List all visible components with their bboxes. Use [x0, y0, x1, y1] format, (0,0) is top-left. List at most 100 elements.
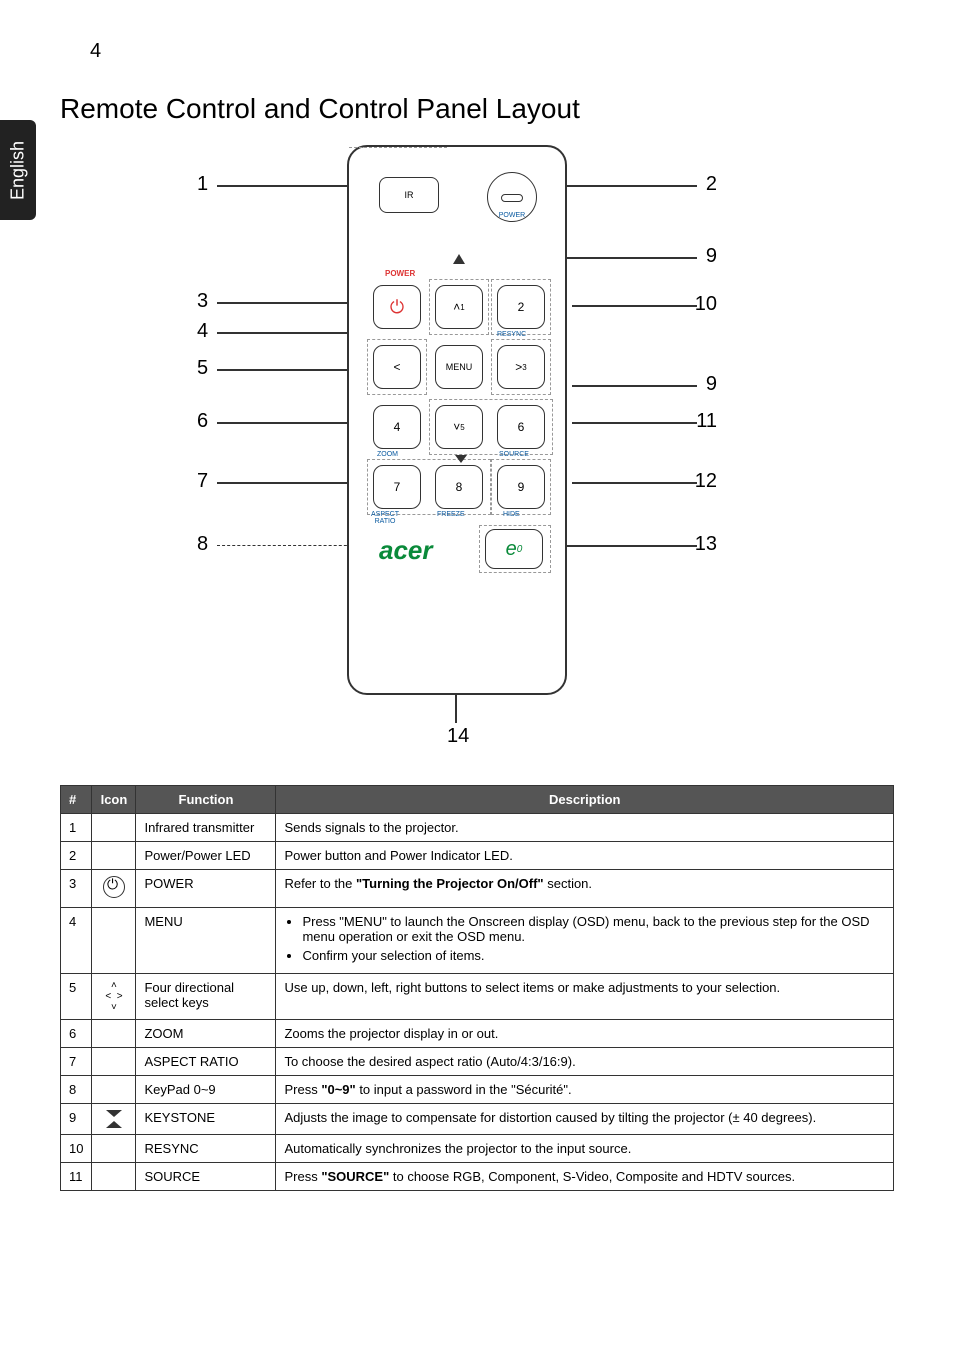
cell-num: 11	[61, 1163, 92, 1191]
keystone-icon	[100, 1110, 127, 1128]
table-row: 7 ASPECT RATIOTo choose the desired aspec…	[61, 1048, 894, 1076]
zoom-label: ZOOM	[377, 451, 398, 458]
cell-desc: Refer to the "Turning the Projector On/O…	[276, 870, 894, 908]
cell-fn: KeyPad 0~9	[136, 1076, 276, 1104]
table-row: 5˄˂ ˃˅Four directional select keysUse up…	[61, 974, 894, 1020]
table-row: 11 SOURCEPress "SOURCE" to choose RGB, Co…	[61, 1163, 894, 1191]
up-button[interactable]: ˄1	[435, 285, 483, 329]
table-row: 9 KEYSTONEAdjusts the image to compensate…	[61, 1104, 894, 1135]
callout-6: 6	[197, 410, 208, 433]
table-row: 6 ZOOMZooms the projector display in or o…	[61, 1020, 894, 1048]
th-fn: Function	[136, 786, 276, 814]
cell-fn: SOURCE	[136, 1163, 276, 1191]
key-7-button[interactable]: 7	[373, 465, 421, 509]
function-table: # Icon Function Description 1 Infrared tr…	[60, 785, 894, 1191]
cell-num: 3	[61, 870, 92, 908]
power-icon	[103, 876, 125, 898]
cell-icon	[92, 1076, 136, 1104]
cell-icon	[92, 1048, 136, 1076]
cell-fn: Power/Power LED	[136, 842, 276, 870]
callout-9b: 9	[706, 373, 717, 396]
cell-fn: POWER	[136, 870, 276, 908]
cell-desc: Press "0~9" to input a password in the "…	[276, 1076, 894, 1104]
right-button[interactable]: ˃3	[497, 345, 545, 389]
table-row: 1 Infrared transmitterSends signals to th…	[61, 814, 894, 842]
table-row: 4MENUPress "MENU" to launch the Onscreen…	[61, 908, 894, 974]
callout-4: 4	[197, 320, 208, 343]
callout-7: 7	[197, 470, 208, 493]
cell-desc: Zooms the projector display in or out.	[276, 1020, 894, 1048]
hide-label: HIDE	[503, 511, 520, 518]
e-button[interactable]: e0	[485, 529, 543, 569]
ir-window: IR	[379, 177, 439, 213]
table-row: 3 POWERRefer to the "Turning the Projecto…	[61, 870, 894, 908]
cell-fn: Infrared transmitter	[136, 814, 276, 842]
left-button[interactable]: <	[373, 345, 421, 389]
remote-body: IR POWER POWER ⏻ ˄1 2 < MENU ˃3	[347, 145, 567, 695]
cell-icon	[92, 814, 136, 842]
cell-icon	[92, 842, 136, 870]
callout-2: 2	[706, 173, 717, 196]
cell-icon	[92, 1020, 136, 1048]
down-button[interactable]: ˅5	[435, 405, 483, 449]
callout-12: 12	[695, 470, 717, 493]
cell-desc: Use up, down, left, right buttons to sel…	[276, 974, 894, 1020]
th-icon: Icon	[92, 786, 136, 814]
cell-icon	[92, 1135, 136, 1163]
key-9-button[interactable]: 9	[497, 465, 545, 509]
key-6-button[interactable]: 6	[497, 405, 545, 449]
th-num: #	[61, 786, 92, 814]
cell-fn: ASPECT RATIO	[136, 1048, 276, 1076]
key-4-button[interactable]: 4	[373, 405, 421, 449]
callout-1: 1	[197, 173, 208, 196]
resync-label: RESYNC	[497, 331, 526, 338]
cell-fn: RESYNC	[136, 1135, 276, 1163]
callout-11: 11	[696, 410, 717, 433]
cell-desc: Power button and Power Indicator LED.	[276, 842, 894, 870]
cell-icon	[92, 1104, 136, 1135]
callout-9a: 9	[706, 245, 717, 268]
callout-3: 3	[197, 290, 208, 313]
cell-fn: ZOOM	[136, 1020, 276, 1048]
page-title: Remote Control and Control Panel Layout	[60, 93, 874, 125]
cell-num: 6	[61, 1020, 92, 1048]
cell-desc: Sends signals to the projector.	[276, 814, 894, 842]
power-button[interactable]: ⏻	[373, 285, 421, 329]
cell-num: 2	[61, 842, 92, 870]
callout-10: 10	[695, 293, 717, 316]
power-label: POWER	[385, 269, 415, 278]
cell-num: 5	[61, 974, 92, 1020]
cell-desc: Automatically synchronizes the projector…	[276, 1135, 894, 1163]
th-desc: Description	[276, 786, 894, 814]
cell-desc: Press "SOURCE" to choose RGB, Component,…	[276, 1163, 894, 1191]
remote-diagram: 1 3 4 5 6 7 8 2 9 10 9 11 12 13 14 IR PO…	[40, 145, 874, 755]
key-2-button[interactable]: 2	[497, 285, 545, 329]
menu-button[interactable]: MENU	[435, 345, 483, 389]
arrows-icon: ˄˂ ˃˅	[105, 980, 122, 1013]
aspect-label: ASPECT RATIO	[371, 511, 399, 525]
cell-num: 4	[61, 908, 92, 974]
cell-icon	[92, 870, 136, 908]
cell-icon	[92, 908, 136, 974]
page-number: 4	[90, 40, 874, 63]
cell-fn: MENU	[136, 908, 276, 974]
cell-desc: To choose the desired aspect ratio (Auto…	[276, 1048, 894, 1076]
power-led: POWER	[487, 172, 537, 222]
table-row: 2 Power/Power LEDPower button and Power I…	[61, 842, 894, 870]
cell-num: 8	[61, 1076, 92, 1104]
freeze-label: FREEZE	[437, 511, 465, 518]
language-tab: English	[0, 120, 36, 220]
table-row: 8 KeyPad 0~9Press "0~9" to input a passwo…	[61, 1076, 894, 1104]
cell-num: 9	[61, 1104, 92, 1135]
cell-num: 7	[61, 1048, 92, 1076]
callout-8: 8	[197, 533, 208, 556]
key-8-button[interactable]: 8	[435, 465, 483, 509]
table-row: 10RESYNCAutomatically synchronizes the p…	[61, 1135, 894, 1163]
power-led-label: POWER	[499, 212, 525, 219]
cell-fn: KEYSTONE	[136, 1104, 276, 1135]
keystone-up-icon	[453, 254, 465, 264]
cell-num: 1	[61, 814, 92, 842]
cell-desc: Adjusts the image to compensate for dist…	[276, 1104, 894, 1135]
source-label: SOURCE	[499, 451, 529, 458]
callout-5: 5	[197, 357, 208, 380]
